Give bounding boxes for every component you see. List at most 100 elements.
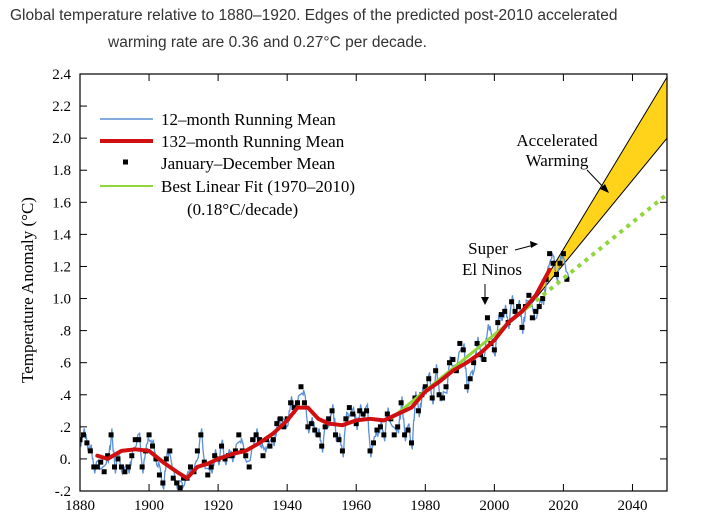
annual-mean-point (274, 421, 280, 427)
annual-mean-point (167, 448, 173, 454)
annual-mean-point (250, 437, 256, 443)
annual-mean-point (408, 440, 414, 446)
annual-mean-point (198, 432, 204, 438)
annual-mean-point (377, 424, 383, 430)
annual-mean-point (139, 464, 145, 470)
el-ninos-arrowhead (481, 297, 489, 305)
x-tick-label: 1880 (65, 498, 95, 514)
running-mean-132-line (95, 267, 552, 481)
annual-mean-point (464, 384, 470, 390)
annual-mean-point (219, 443, 225, 449)
annual-mean-point (208, 464, 214, 470)
annual-mean-point (146, 432, 152, 438)
annual-mean-point (350, 411, 356, 417)
annual-mean-point (346, 405, 352, 411)
y-tick-label: 1.2 (52, 259, 71, 275)
super-arrowhead (530, 241, 538, 248)
annual-mean-point (405, 427, 411, 433)
y-tick-label: 2.0 (52, 131, 71, 147)
annual-mean-point (87, 448, 93, 454)
annual-mean-point (333, 432, 339, 438)
annual-mean-point (467, 376, 473, 382)
annual-mean-point (222, 456, 228, 462)
y-tick-label: 1.0 (52, 292, 71, 308)
annual-mean-point (519, 324, 525, 330)
y-tick-labels: -.2 0. .2 .4 .6 .8 1.0 1.2 1.4 1.6 1.8 2.0 2.2 2.4 (52, 67, 71, 500)
annual-mean-point (163, 456, 169, 462)
annual-mean-point (564, 276, 570, 282)
annual-mean-point (319, 443, 325, 449)
annual-mean-point (547, 251, 553, 257)
annual-mean-point (112, 464, 118, 470)
annual-mean-point (446, 360, 452, 366)
annual-mean-point (101, 469, 107, 475)
annual-mean-point (187, 464, 193, 470)
plot-frame (79, 73, 668, 492)
caption-line-2: warming rate are 0.36 and 0.27°C per dec… (108, 34, 427, 51)
annual-mean-point (391, 432, 397, 438)
x-tick-label: 1960 (341, 498, 371, 514)
annual-mean-point (474, 340, 480, 346)
annual-mean-point (516, 304, 522, 310)
annual-mean-point (98, 459, 104, 465)
annual-mean-point (360, 411, 366, 417)
annotation-warming: Warming (526, 151, 589, 170)
annual-mean-point (201, 459, 207, 465)
annotation-el-ninos: El Ninos (462, 260, 522, 279)
annual-mean-point (374, 427, 380, 433)
annotations: Accelerated Warming Super El Ninos (462, 131, 609, 305)
annual-mean-point (471, 360, 477, 366)
x-tick-label: 1920 (203, 498, 233, 514)
annual-mean-point (329, 408, 335, 414)
annual-mean-point (291, 405, 297, 411)
annual-mean-point (484, 315, 490, 321)
y-axis-label: Temperature Anomaly (°C) (18, 197, 37, 383)
annual-mean-point (554, 271, 560, 277)
plot-series (80, 76, 667, 491)
annual-mean-point (288, 400, 294, 406)
y-tick-label: .8 (60, 324, 71, 340)
annual-mean-point (260, 453, 266, 459)
annual-mean-point (450, 356, 456, 362)
annual-mean-point (132, 437, 138, 443)
annual-mean-point (457, 340, 463, 346)
annual-mean-point (526, 292, 532, 298)
annual-mean-point (512, 308, 518, 314)
annual-mean-point (295, 400, 301, 406)
y-tick-label: 0. (60, 452, 71, 468)
annual-mean-point (94, 464, 100, 470)
annual-mean-point (381, 432, 387, 438)
annual-mean-point (298, 384, 304, 390)
annual-mean-point (402, 432, 408, 438)
annual-mean-point (125, 464, 131, 470)
annual-mean-point (395, 424, 401, 430)
annual-mean-point (170, 475, 176, 481)
annual-mean-point (277, 416, 283, 422)
annual-mean-point (308, 421, 314, 427)
annual-mean-point (243, 453, 249, 459)
annual-mean-point (105, 453, 111, 459)
annual-mean-point (232, 448, 238, 454)
legend-label-12-month: 12–month Running Mean (161, 110, 336, 129)
x-tick-label: 2020 (548, 498, 578, 514)
x-tick-label: 1980 (410, 498, 440, 514)
annual-mean-point (194, 448, 200, 454)
annual-mean-point (353, 421, 359, 427)
annual-mean-point (270, 437, 276, 443)
annual-mean-point (84, 440, 90, 446)
legend: 12–month Running Mean 132–month Running … (100, 110, 355, 219)
annual-mean-point (536, 304, 542, 310)
annual-mean-point (495, 320, 501, 326)
annual-mean-point (384, 411, 390, 417)
x-tick-label: 1940 (272, 498, 302, 514)
annual-mean-point (415, 408, 421, 414)
annual-mean-point (422, 384, 428, 390)
legend-swatch-annual-marker (123, 159, 128, 165)
linear-fit-extension-line (527, 192, 667, 309)
annual-mean-point (80, 432, 86, 438)
annual-mean-point (357, 408, 363, 414)
annual-mean-point (115, 456, 121, 462)
annual-mean-point (122, 469, 128, 475)
annual-mean-point (305, 424, 311, 430)
